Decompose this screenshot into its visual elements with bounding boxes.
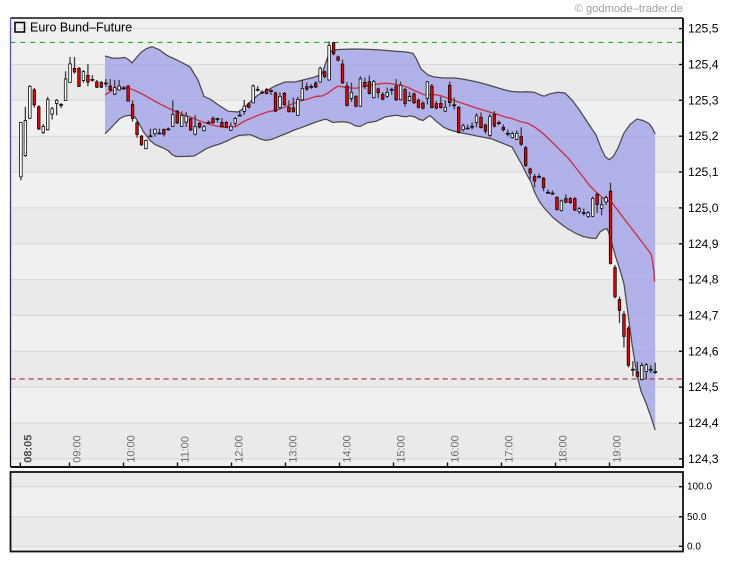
svg-text:100.0: 100.0 [687, 482, 712, 493]
svg-text:11:00: 11:00 [180, 436, 192, 463]
svg-text:124,7: 124,7 [688, 309, 719, 323]
svg-text:50.0: 50.0 [687, 512, 707, 523]
svg-text:08:05: 08:05 [22, 435, 34, 463]
svg-text:124,4: 124,4 [688, 416, 719, 430]
svg-text:125,1: 125,1 [688, 165, 719, 179]
svg-text:124,8: 124,8 [688, 273, 719, 287]
svg-text:124,9: 124,9 [688, 237, 719, 251]
svg-text:13:00: 13:00 [288, 435, 300, 463]
svg-text:124,3: 124,3 [688, 452, 719, 466]
svg-text:15:00: 15:00 [396, 435, 408, 463]
svg-text:Euro Bund–Future: Euro Bund–Future [30, 21, 132, 35]
svg-text:18:00: 18:00 [558, 435, 570, 463]
svg-text:0.0: 0.0 [687, 541, 701, 552]
svg-text:125,5: 125,5 [688, 22, 719, 36]
svg-text:125,4: 125,4 [688, 58, 719, 72]
svg-text:© godmode–trader.de: © godmode–trader.de [575, 3, 683, 15]
svg-text:125,3: 125,3 [688, 93, 719, 107]
svg-text:12:00: 12:00 [234, 435, 246, 463]
svg-text:124,5: 124,5 [688, 380, 719, 394]
svg-text:10:00: 10:00 [126, 435, 138, 463]
svg-text:17:00: 17:00 [504, 435, 516, 463]
svg-text:125,0: 125,0 [688, 201, 719, 215]
svg-text:125,2: 125,2 [688, 129, 719, 143]
svg-text:124,6: 124,6 [688, 344, 719, 358]
svg-text:19:00: 19:00 [612, 435, 624, 463]
svg-text:09:00: 09:00 [72, 435, 84, 463]
svg-text:16:00: 16:00 [450, 435, 462, 463]
svg-text:14:00: 14:00 [342, 435, 354, 463]
